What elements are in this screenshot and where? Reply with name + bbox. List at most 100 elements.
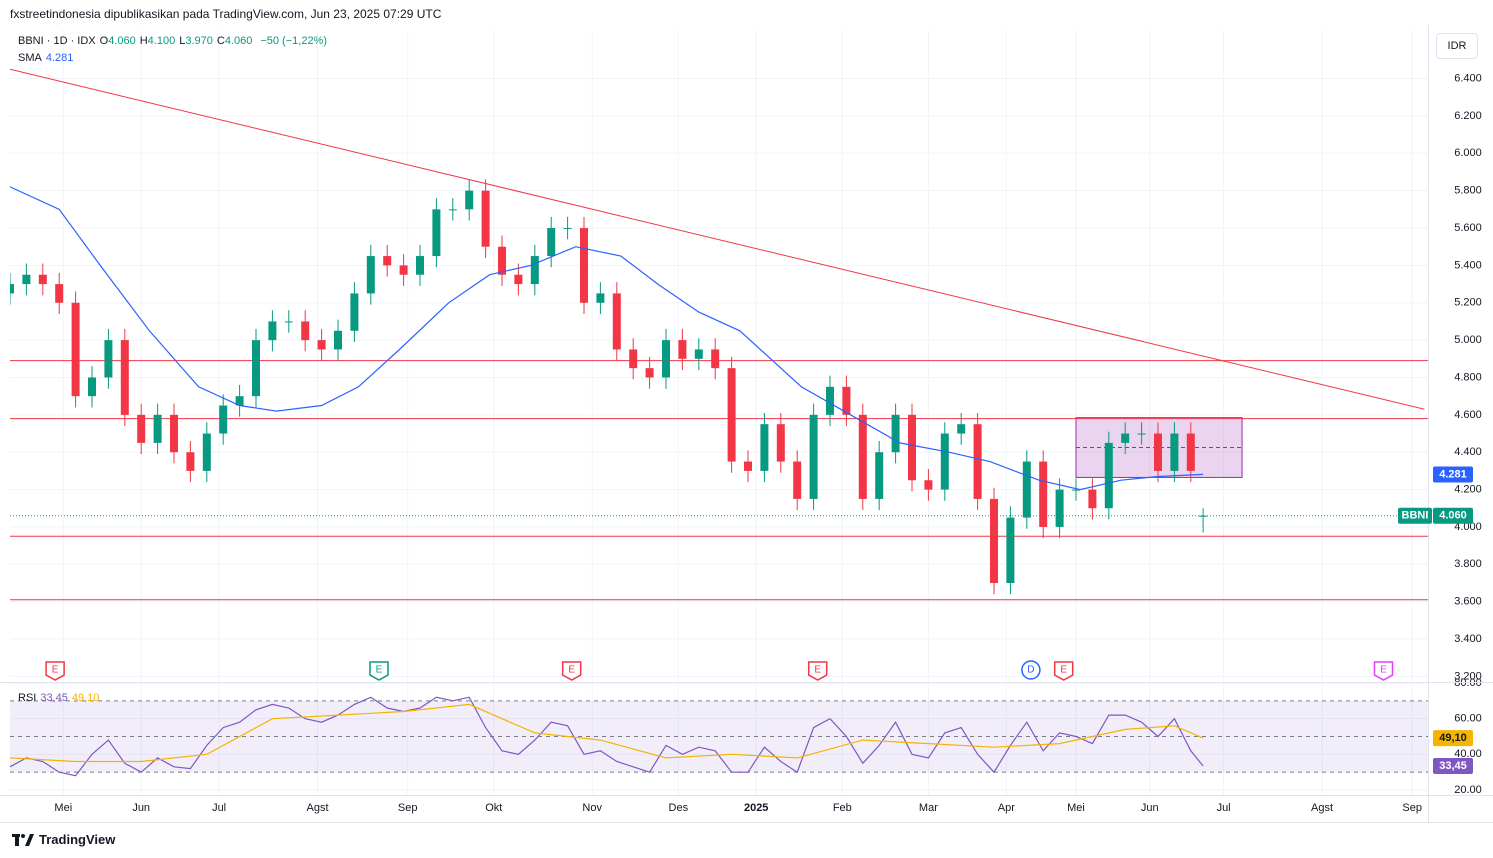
- event-label: E: [52, 665, 59, 676]
- symbol-label: BBNI: [1402, 510, 1429, 522]
- candle-body: [350, 293, 359, 331]
- event-marker: [1053, 661, 1074, 681]
- candle-body: [891, 414, 900, 453]
- brand-name: TradingView: [39, 832, 116, 847]
- candle-body: [678, 340, 687, 359]
- event-label: D: [1027, 665, 1034, 676]
- candle-body: [580, 228, 588, 303]
- candle-body: [399, 265, 408, 275]
- last-price-label-bg: [1433, 507, 1473, 524]
- x-tick-label: Nov: [582, 802, 602, 814]
- x-tick-label: Des: [669, 802, 689, 814]
- publisher-line: fxstreetindonesia dipublikasikan pada Tr…: [10, 7, 442, 21]
- candle-body: [448, 209, 457, 211]
- candle-body: [10, 284, 14, 294]
- candle-body: [1055, 489, 1064, 527]
- sma-line: [10, 186, 1204, 491]
- trend-line: [10, 68, 1425, 410]
- x-tick-label: Mei: [1067, 802, 1085, 814]
- candle-body: [498, 246, 506, 275]
- x-tick-label: Jun: [132, 802, 150, 814]
- candle-body: [990, 498, 998, 583]
- candle-body: [153, 414, 162, 443]
- candle-body: [55, 284, 64, 303]
- candle-body: [1006, 517, 1015, 583]
- sma-price-label-bg: [1433, 466, 1473, 483]
- rsi-name: RSI: [18, 692, 37, 704]
- y-tick-label: 5.200: [1454, 297, 1482, 309]
- change: −50 (−1,22%): [260, 35, 327, 47]
- candle-body: [202, 433, 211, 471]
- x-tick-label: Feb: [833, 802, 852, 814]
- brand-logo: [12, 833, 34, 846]
- candle-body: [252, 340, 260, 397]
- candle-body: [301, 321, 310, 341]
- y-tick-label: 4.200: [1454, 483, 1482, 495]
- event-marker: [1021, 660, 1041, 680]
- candle-body: [1088, 489, 1097, 509]
- rsi-value-label-bg: [1433, 730, 1473, 747]
- candle-body: [612, 293, 621, 350]
- candle-body: [842, 386, 851, 415]
- x-tick-label: Jul: [212, 802, 226, 814]
- candle-body: [662, 340, 670, 378]
- candle-body: [317, 340, 326, 350]
- candle-body: [137, 414, 146, 443]
- candle-body: [957, 424, 966, 434]
- rsi-value-label-bg: [1433, 758, 1473, 775]
- rsi-line: [9, 703, 1204, 763]
- ohlc-value: 4.100: [147, 35, 176, 47]
- x-tick-label: Apr: [998, 802, 1015, 814]
- event-marker: [1373, 661, 1394, 681]
- rsi-line: [9, 696, 1204, 777]
- candle-body: [219, 405, 228, 434]
- y-tick-label: 4.600: [1454, 409, 1482, 421]
- candle-body: [1154, 433, 1162, 471]
- y-tick-label: 6.400: [1454, 72, 1482, 84]
- event-marker: [369, 661, 389, 681]
- candle-body: [793, 461, 802, 499]
- rsi-band: [10, 700, 1428, 773]
- sma-price-label: 4.281: [1439, 468, 1467, 480]
- ohlc-key: O: [99, 35, 109, 47]
- candle-body: [727, 368, 736, 462]
- candle-body: [1022, 461, 1031, 518]
- y-tick-label: 3.400: [1454, 633, 1482, 645]
- candle-body: [284, 321, 293, 323]
- candle-body: [744, 461, 752, 471]
- price-pane: [10, 68, 1428, 601]
- candle-body: [924, 480, 933, 490]
- brand: TradingView: [12, 832, 115, 847]
- candle-body: [629, 349, 638, 369]
- y-tick-label: 60.00: [1454, 713, 1482, 725]
- y-tick-label: 4.800: [1454, 371, 1482, 383]
- y-tick-label: 6.000: [1454, 147, 1482, 159]
- candle-body: [973, 424, 982, 499]
- candle-body: [858, 414, 867, 499]
- x-tick-label: Sep: [398, 802, 418, 814]
- candle-body: [22, 274, 31, 285]
- candle-body: [940, 433, 949, 490]
- currency-button[interactable]: IDR: [1436, 33, 1478, 59]
- event-marker: [807, 661, 828, 681]
- x-tick-label: Jul: [1217, 802, 1231, 814]
- ohlc-key: L: [179, 35, 186, 47]
- rsi-value-label: 49,10: [1439, 732, 1467, 744]
- candle-body: [383, 256, 392, 266]
- ohlc-value: 4.060: [224, 35, 253, 47]
- event-label: E: [1060, 665, 1067, 676]
- candle-body: [88, 377, 96, 397]
- last-price-label: 4.060: [1439, 510, 1467, 522]
- candle-body: [530, 256, 539, 285]
- y-tick-label: 3.600: [1454, 596, 1482, 608]
- y-tick-label: 40.00: [1454, 748, 1482, 760]
- x-tick-label: Okt: [485, 802, 502, 814]
- y-tick-label: 3.800: [1454, 558, 1482, 570]
- rsi-legend: RSI 33,45 49,10: [18, 692, 103, 704]
- x-tick-label: Jun: [1141, 802, 1159, 814]
- candle-body: [645, 368, 654, 378]
- sma-legend: SMA 4.281: [18, 52, 77, 64]
- y-tick-label: 5.800: [1454, 185, 1482, 197]
